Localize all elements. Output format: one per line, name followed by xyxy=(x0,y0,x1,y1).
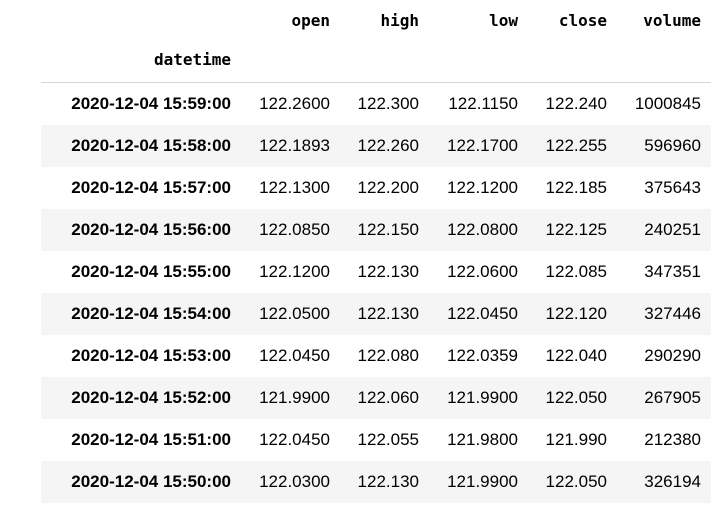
table-row: 2020-12-04 15:50:00 122.0300 122.130 121… xyxy=(41,461,711,503)
cell-volume: 1000845 xyxy=(634,94,701,113)
cell-close: 122.255 xyxy=(545,136,607,155)
table-row: 2020-12-04 15:55:00 122.1200 122.130 122… xyxy=(41,251,711,293)
cell-volume: 290290 xyxy=(644,346,701,365)
cell-low: 122.0450 xyxy=(447,304,518,323)
column-header-open: open xyxy=(291,11,330,30)
row-index: 2020-12-04 15:56:00 xyxy=(71,220,231,239)
cell-close: 122.050 xyxy=(545,472,607,491)
table-row: 2020-12-04 15:51:00 122.0450 122.055 121… xyxy=(41,419,711,461)
cell-high: 122.080 xyxy=(357,346,419,365)
index-name: datetime xyxy=(153,49,231,69)
cell-close: 122.050 xyxy=(545,388,607,407)
cell-volume: 347351 xyxy=(644,262,701,281)
dataframe-table: open high low close volume datetime 2020… xyxy=(41,0,711,503)
cell-high: 122.300 xyxy=(357,94,419,113)
row-index: 2020-12-04 15:59:00 xyxy=(71,94,231,113)
cell-open: 122.0450 xyxy=(259,346,330,365)
cell-close: 121.990 xyxy=(545,430,607,449)
cell-low: 121.9900 xyxy=(447,388,518,407)
cell-volume: 375643 xyxy=(644,178,701,197)
table-row: 2020-12-04 15:58:00 122.1893 122.260 122… xyxy=(41,125,711,167)
row-index: 2020-12-04 15:57:00 xyxy=(71,178,231,197)
cell-volume: 596960 xyxy=(644,136,701,155)
cell-open: 122.0500 xyxy=(259,304,330,323)
cell-low: 122.1200 xyxy=(447,178,518,197)
cell-low: 121.9900 xyxy=(447,472,518,491)
row-index: 2020-12-04 15:51:00 xyxy=(71,430,231,449)
column-header-low: low xyxy=(489,11,518,30)
cell-close: 122.085 xyxy=(545,262,607,281)
cell-close: 122.040 xyxy=(545,346,607,365)
cell-open: 122.1300 xyxy=(259,178,330,197)
cell-high: 122.130 xyxy=(357,472,419,491)
row-index: 2020-12-04 15:50:00 xyxy=(71,472,231,491)
row-index: 2020-12-04 15:53:00 xyxy=(71,346,231,365)
table-row: 2020-12-04 15:52:00 121.9900 122.060 121… xyxy=(41,377,711,419)
cell-low: 122.1150 xyxy=(448,94,518,113)
cell-high: 122.060 xyxy=(357,388,419,407)
table-row: 2020-12-04 15:59:00 122.2600 122.300 122… xyxy=(41,83,711,125)
cell-low: 121.9800 xyxy=(447,430,518,449)
cell-high: 122.130 xyxy=(357,262,419,281)
row-index: 2020-12-04 15:58:00 xyxy=(71,136,231,155)
cell-close: 122.120 xyxy=(545,304,607,323)
row-index: 2020-12-04 15:54:00 xyxy=(71,304,231,323)
table-body: 2020-12-04 15:59:00 122.2600 122.300 122… xyxy=(41,83,711,503)
row-index: 2020-12-04 15:52:00 xyxy=(71,388,231,407)
index-header-row: datetime xyxy=(41,38,711,83)
cell-open: 122.2600 xyxy=(259,94,330,113)
cell-volume: 267905 xyxy=(644,388,701,407)
cell-open: 121.9900 xyxy=(259,388,330,407)
table-row: 2020-12-04 15:57:00 122.1300 122.200 122… xyxy=(41,167,711,209)
cell-open: 122.0300 xyxy=(259,472,330,491)
cell-low: 122.1700 xyxy=(447,136,518,155)
cell-open: 122.1200 xyxy=(259,262,330,281)
cell-open: 122.1893 xyxy=(259,136,330,155)
cell-open: 122.0850 xyxy=(259,220,330,239)
cell-open: 122.0450 xyxy=(259,430,330,449)
cell-volume: 326194 xyxy=(644,472,701,491)
column-header-row: open high low close volume xyxy=(41,0,711,38)
cell-low: 122.0800 xyxy=(447,220,518,239)
cell-volume: 212380 xyxy=(644,430,701,449)
table-row: 2020-12-04 15:53:00 122.0450 122.080 122… xyxy=(41,335,711,377)
cell-low: 122.0600 xyxy=(447,262,518,281)
cell-high: 122.055 xyxy=(357,430,419,449)
cell-volume: 240251 xyxy=(644,220,701,239)
cell-close: 122.125 xyxy=(545,220,607,239)
cell-close: 122.240 xyxy=(545,94,607,113)
table-row: 2020-12-04 15:56:00 122.0850 122.150 122… xyxy=(41,209,711,251)
cell-high: 122.200 xyxy=(357,178,419,197)
row-index: 2020-12-04 15:55:00 xyxy=(71,262,231,281)
column-header-volume: volume xyxy=(643,11,701,30)
cell-low: 122.0359 xyxy=(447,346,518,365)
table-row: 2020-12-04 15:54:00 122.0500 122.130 122… xyxy=(41,293,711,335)
cell-close: 122.185 xyxy=(545,178,607,197)
column-header-close: close xyxy=(558,11,607,30)
cell-high: 122.150 xyxy=(357,220,419,239)
cell-high: 122.260 xyxy=(357,136,419,155)
cell-high: 122.130 xyxy=(357,304,419,323)
cell-volume: 327446 xyxy=(644,304,701,323)
column-header-high: high xyxy=(380,11,419,30)
